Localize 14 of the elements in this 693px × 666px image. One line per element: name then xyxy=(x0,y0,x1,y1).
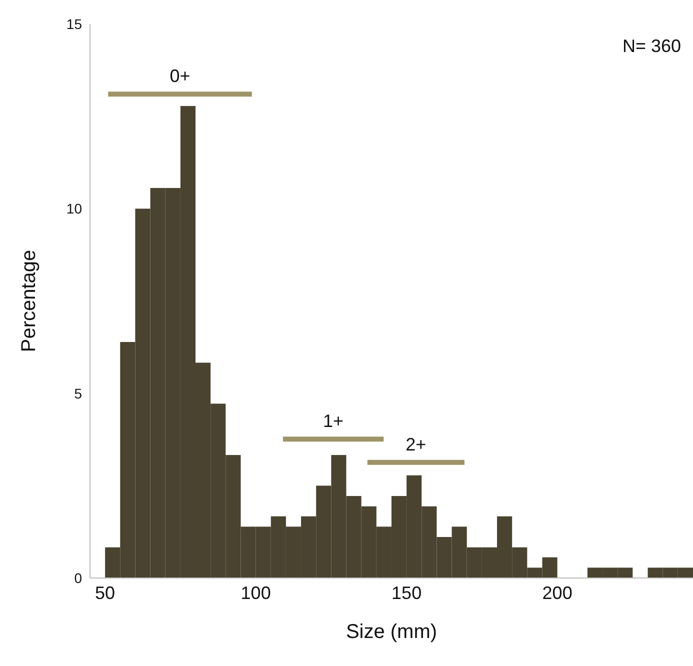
x-axis-title: Size (mm) xyxy=(346,621,438,643)
x-tick-label: 50 xyxy=(95,582,116,603)
y-tick-label: 5 xyxy=(74,385,82,402)
y-tick-label: 0 xyxy=(74,570,82,586)
annotation: N= 360 xyxy=(622,36,681,57)
series-label: 2+ xyxy=(406,434,426,454)
series-label: 1+ xyxy=(323,411,344,432)
x-tick-label: 200 xyxy=(542,582,572,603)
y-tick-label: 10 xyxy=(66,200,82,217)
y-axis-title: Percentage xyxy=(18,250,40,352)
x-tick-label: 100 xyxy=(240,582,271,603)
series-label: 0+ xyxy=(170,66,190,86)
y-tick-label: 15 xyxy=(66,16,82,32)
x-tick-label: 150 xyxy=(392,582,422,603)
